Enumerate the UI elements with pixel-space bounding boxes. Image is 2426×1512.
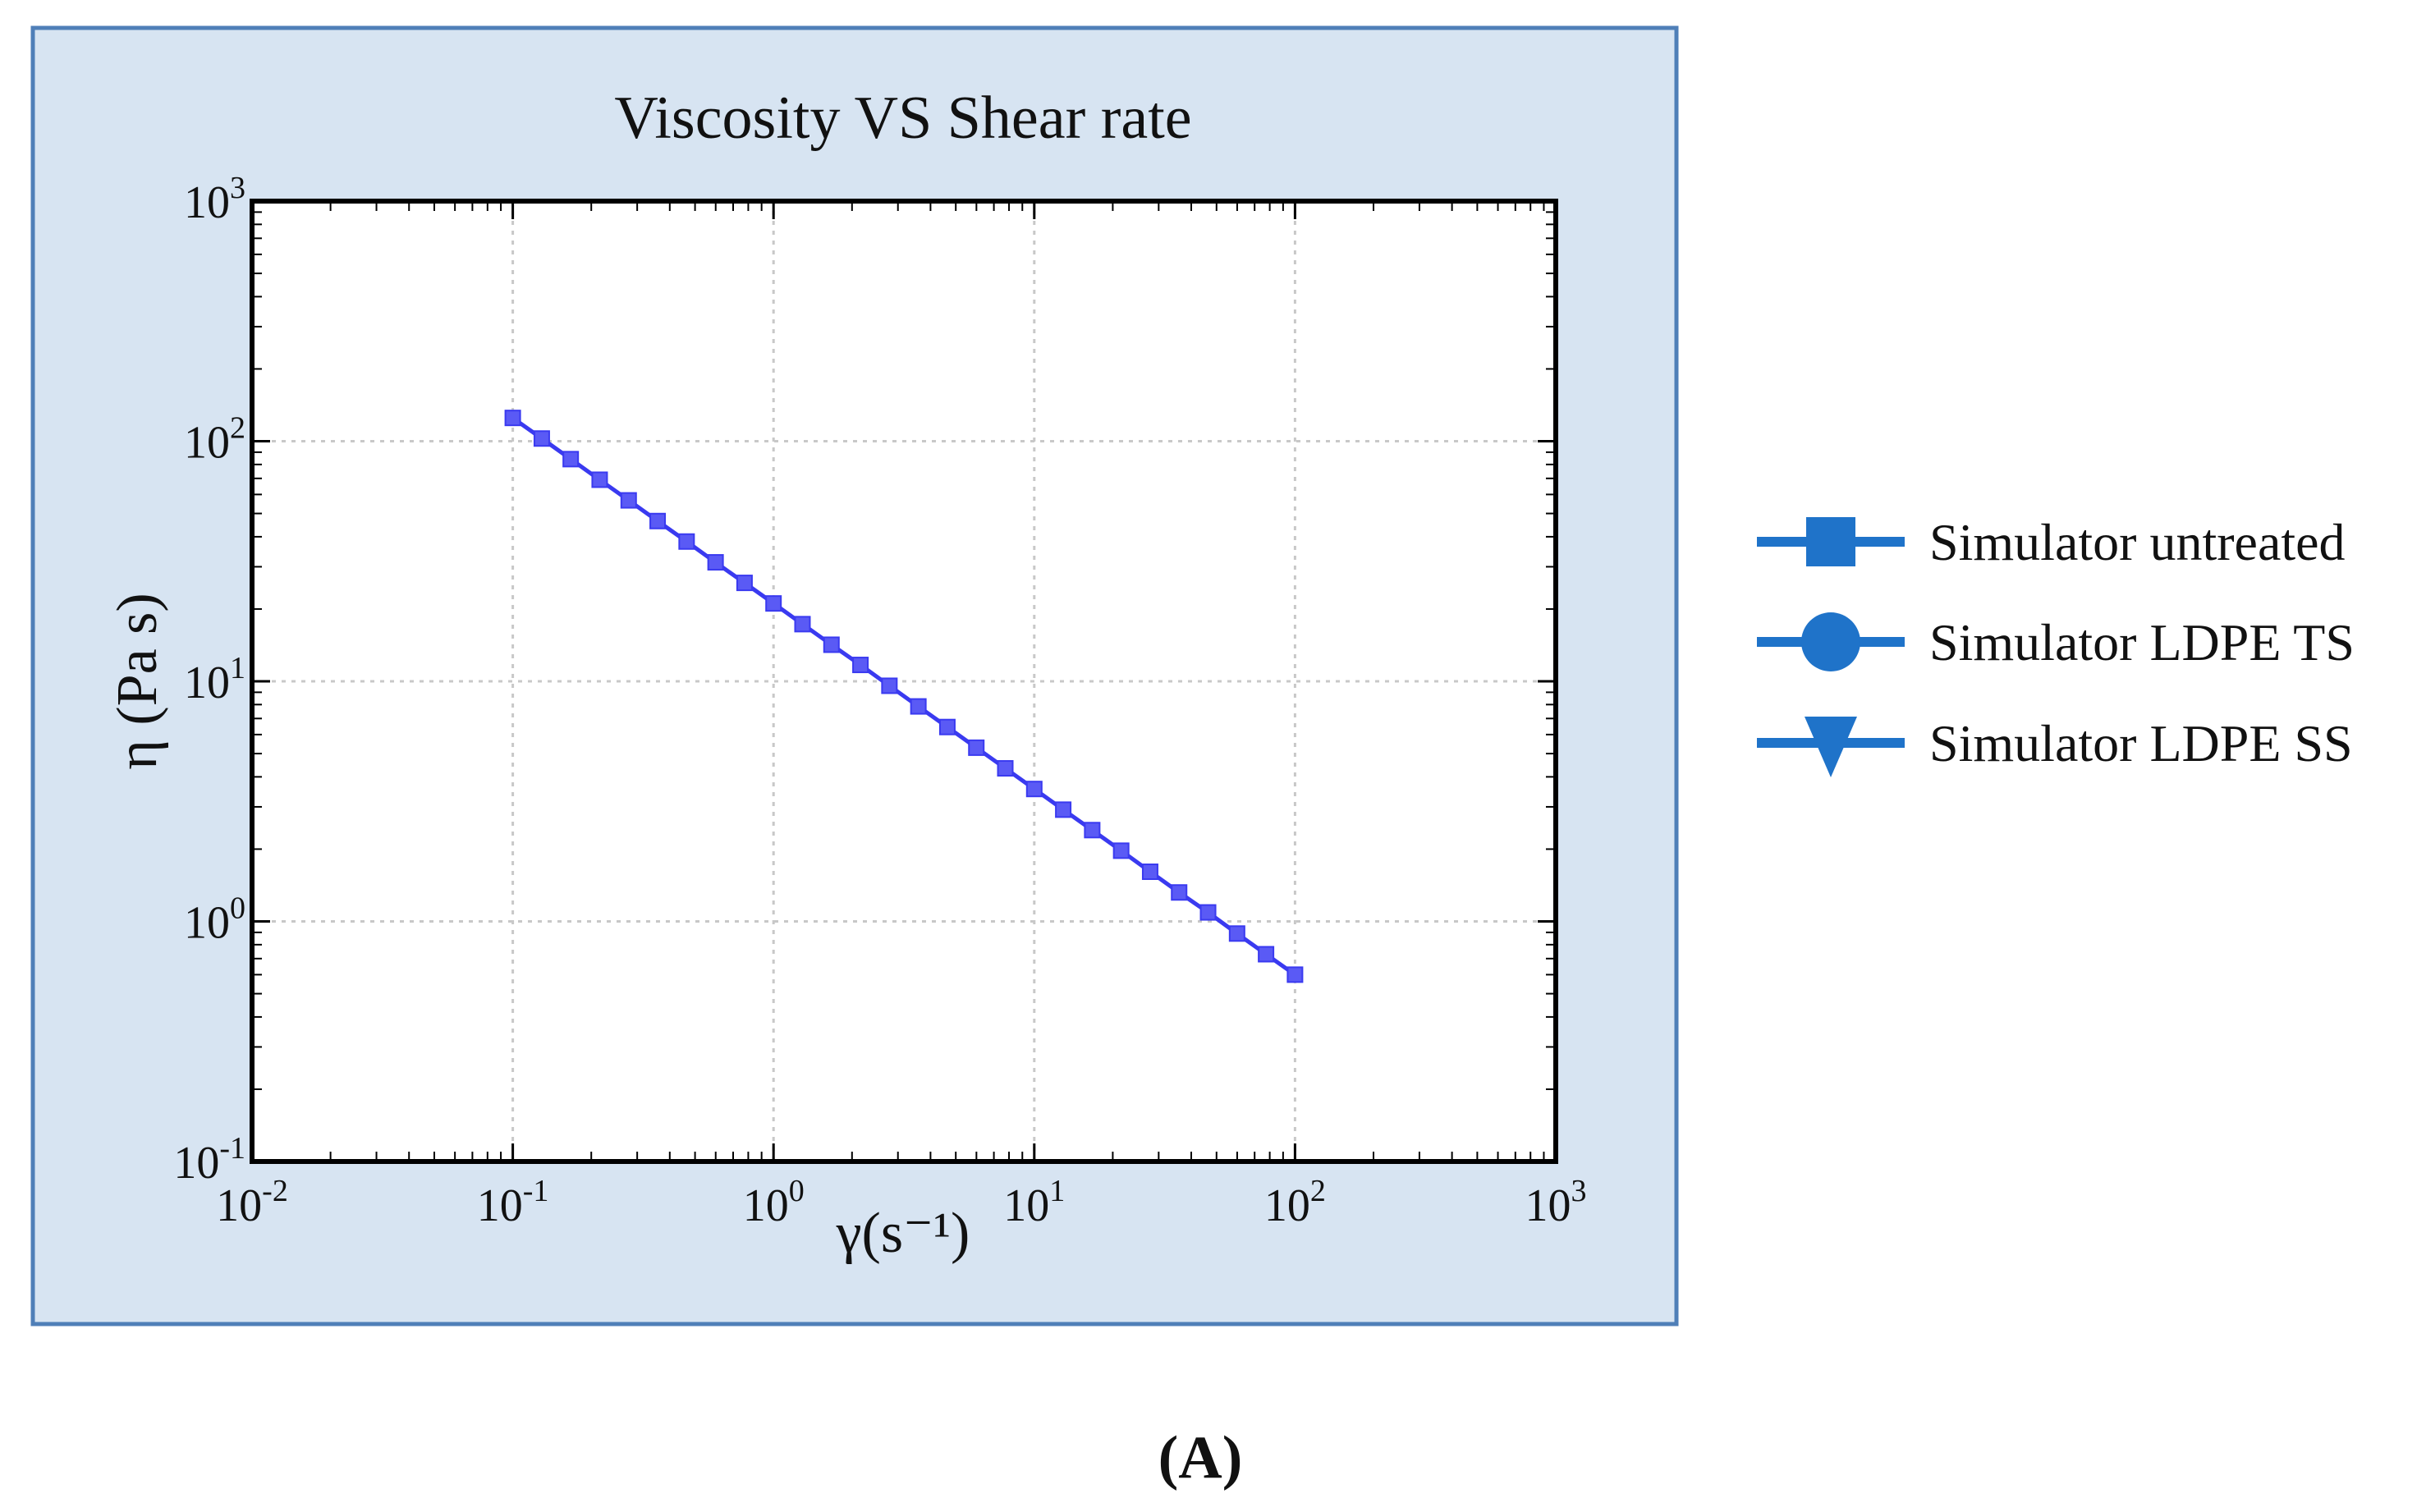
series-layer <box>504 410 1304 983</box>
data-point <box>1112 842 1130 859</box>
grid-lines <box>252 201 1556 1161</box>
legend-circle-marker <box>1801 612 1860 671</box>
x-tick-label: 103 <box>1525 1174 1587 1231</box>
x-tick-label: 101 <box>1003 1174 1065 1231</box>
y-tick-label: 10-1 <box>173 1131 245 1189</box>
data-point <box>1286 966 1304 983</box>
x-axis-label: γ(s⁻¹) <box>836 1202 970 1265</box>
data-point <box>736 575 753 592</box>
x-tick-label: 102 <box>1264 1174 1326 1231</box>
data-point <box>794 616 811 633</box>
data-point <box>1141 864 1158 881</box>
data-point <box>1228 925 1245 942</box>
legend-label: Simulator LDPE TS <box>1929 613 2355 671</box>
x-tick-label: 100 <box>743 1174 805 1231</box>
y-axis-label: η (Pa s) <box>106 593 169 769</box>
data-point <box>938 718 956 735</box>
data-point <box>562 451 580 468</box>
data-point <box>1171 884 1188 901</box>
data-point <box>823 636 840 653</box>
legend-item: Simulator untreated <box>1757 513 2346 571</box>
data-point <box>1199 904 1217 921</box>
data-point <box>1258 946 1275 963</box>
data-point <box>1055 801 1072 818</box>
data-point <box>707 554 724 571</box>
data-point <box>968 739 985 756</box>
legend-item: Simulator LDPE SS <box>1757 714 2353 777</box>
data-point <box>678 533 695 550</box>
data-point <box>591 471 608 488</box>
plot-frame <box>250 199 1558 1164</box>
data-point <box>910 698 927 715</box>
data-point <box>620 492 637 509</box>
data-point <box>504 410 521 427</box>
legend-label: Simulator LDPE SS <box>1929 714 2353 772</box>
x-tick-labels: 10-2 10-1 100 101 102 103 <box>216 1174 1586 1231</box>
data-point <box>765 595 782 612</box>
series-line <box>511 416 1296 977</box>
y-tick-label: 101 <box>184 651 245 708</box>
y-tick-label: 103 <box>184 171 245 228</box>
x-tick-label: 10-2 <box>216 1174 288 1231</box>
legend-label: Simulator untreated <box>1929 513 2346 571</box>
data-point <box>649 512 667 529</box>
data-point <box>533 430 550 447</box>
data-point <box>852 657 869 674</box>
y-tick-label: 102 <box>184 411 245 469</box>
data-point <box>997 760 1014 777</box>
data-point <box>881 677 898 694</box>
data-point <box>1084 822 1101 839</box>
legend: Simulator untreated Simulator LDPE TS Simu… <box>1757 513 2355 777</box>
x-tick-label: 10-1 <box>477 1174 549 1231</box>
legend-square-marker <box>1806 517 1855 566</box>
data-point <box>1025 781 1043 798</box>
chart-title: Viscosity VS Shear rate <box>614 85 1191 152</box>
legend-item: Simulator LDPE TS <box>1757 612 2355 671</box>
legend-triangle-marker <box>1805 717 1857 777</box>
figure-caption: (A) <box>1158 1424 1243 1491</box>
y-tick-label: 100 <box>184 891 245 949</box>
y-tick-labels: 10-1 100 101 102 103 <box>173 171 245 1189</box>
